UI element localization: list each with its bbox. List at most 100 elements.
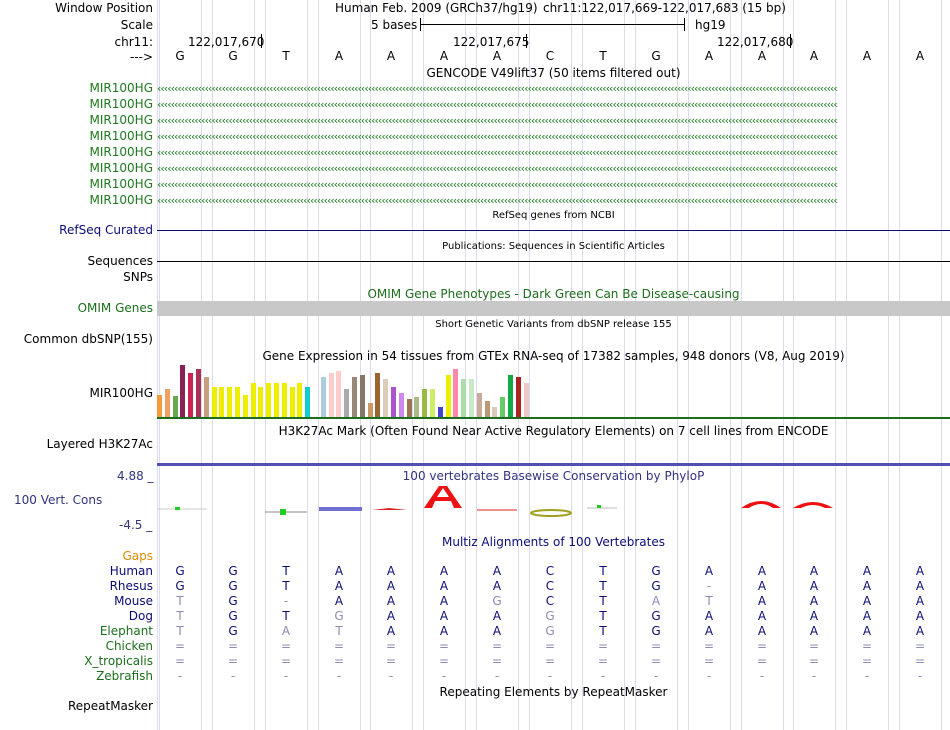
- repeatmasker-track-title[interactable]: Repeating Elements by RepeatMasker: [439, 685, 668, 699]
- gtex-tissue-bar[interactable]: [515, 377, 521, 417]
- gtex-tissue-bar[interactable]: [305, 387, 311, 417]
- gtex-tissue-bar[interactable]: [430, 389, 435, 417]
- gtex-tissue-bar[interactable]: [320, 377, 326, 417]
- gtex-tissue-bar[interactable]: [274, 383, 279, 417]
- gencode-transcript-arrows[interactable]: ‹‹‹‹‹‹‹‹‹‹‹‹‹‹‹‹‹‹‹‹‹‹‹‹‹‹‹‹‹‹‹‹‹‹‹‹‹‹‹‹…: [157, 116, 838, 126]
- multiz-base: A: [915, 624, 925, 638]
- gtex-tissue-bar[interactable]: [367, 403, 373, 417]
- gtex-tissue-bar[interactable]: [227, 387, 233, 417]
- gtex-tissue-bar[interactable]: [235, 387, 240, 417]
- phylop-track-label[interactable]: 100 Vert. Cons: [14, 493, 103, 507]
- gtex-tissue-bar[interactable]: [328, 373, 334, 417]
- gtex-tissue-bar[interactable]: [266, 383, 272, 417]
- multiz-species-label[interactable]: Zebrafish: [96, 669, 153, 683]
- gtex-tissue-bar[interactable]: [414, 397, 420, 417]
- h3k27ac-track-label[interactable]: Layered H3K27Ac: [46, 437, 153, 451]
- gencode-transcript-arrows[interactable]: ‹‹‹‹‹‹‹‹‹‹‹‹‹‹‹‹‹‹‹‹‹‹‹‹‹‹‹‹‹‹‹‹‹‹‹‹‹‹‹‹…: [157, 180, 838, 190]
- gencode-transcript-arrows[interactable]: ‹‹‹‹‹‹‹‹‹‹‹‹‹‹‹‹‹‹‹‹‹‹‹‹‹‹‹‹‹‹‹‹‹‹‹‹‹‹‹‹…: [157, 196, 838, 206]
- publications-track-label[interactable]: Sequences: [87, 254, 153, 268]
- phylop-logo[interactable]: [157, 482, 950, 522]
- gtex-tissue-bar[interactable]: [242, 395, 248, 417]
- omim-track-label[interactable]: OMIM Genes: [77, 301, 153, 315]
- gtex-tissue-bar[interactable]: [281, 383, 287, 417]
- gtex-tissue-bar[interactable]: [492, 407, 498, 417]
- refseq-track-title[interactable]: RefSeq genes from NCBI: [492, 210, 615, 221]
- multiz-species-label[interactable]: Human: [109, 564, 153, 578]
- gtex-tissue-bar[interactable]: [445, 375, 451, 417]
- gtex-tissue-bar[interactable]: [203, 377, 209, 417]
- gtex-tissue-bar[interactable]: [391, 387, 396, 417]
- phylop-track-title[interactable]: 100 vertebrates Basewise Conservation by…: [402, 469, 705, 483]
- gtex-tissue-bar[interactable]: [258, 387, 264, 417]
- refseq-track-label[interactable]: RefSeq Curated: [59, 223, 153, 237]
- gencode-transcript-label[interactable]: MIR100HG: [89, 129, 153, 143]
- gencode-transcript-label[interactable]: MIR100HG: [89, 81, 153, 95]
- multiz-base: =: [174, 639, 186, 653]
- gencode-transcript-arrows[interactable]: ‹‹‹‹‹‹‹‹‹‹‹‹‹‹‹‹‹‹‹‹‹‹‹‹‹‹‹‹‹‹‹‹‹‹‹‹‹‹‹‹…: [157, 164, 838, 174]
- omim-track-title[interactable]: OMIM Gene Phenotypes - Dark Green Can Be…: [367, 287, 740, 301]
- gtex-tissue-bar[interactable]: [180, 365, 186, 417]
- strand-arrow-label[interactable]: --->: [129, 50, 153, 64]
- h3k27ac-track-title[interactable]: H3K27Ac Mark (Often Found Near Active Re…: [278, 424, 829, 438]
- gencode-transcript-label[interactable]: MIR100HG: [89, 113, 153, 127]
- gencode-track-title[interactable]: GENCODE V49lift37 (50 items filtered out…: [426, 66, 681, 80]
- gtex-tissue-bar[interactable]: [422, 389, 428, 417]
- multiz-species-label[interactable]: Mouse: [114, 594, 153, 608]
- gtex-tissue-bar[interactable]: [469, 379, 474, 417]
- gtex-tissue-bar[interactable]: [336, 371, 342, 417]
- repeatmasker-track-label[interactable]: RepeatMasker: [67, 699, 153, 713]
- multiz-species-label[interactable]: Dog: [128, 609, 153, 623]
- multiz-species-label[interactable]: Elephant: [99, 624, 153, 638]
- gtex-tissue-bar[interactable]: [250, 383, 256, 417]
- gencode-transcript-label[interactable]: MIR100HG: [89, 145, 153, 159]
- gencode-transcript-label[interactable]: MIR100HG: [89, 161, 153, 175]
- gtex-tissue-bar[interactable]: [172, 396, 178, 417]
- dbsnp-track-title[interactable]: Short Genetic Variants from dbSNP releas…: [435, 319, 672, 330]
- snps-label[interactable]: SNPs: [123, 270, 153, 284]
- gtex-tissue-bar[interactable]: [437, 407, 443, 417]
- gencode-transcript-label[interactable]: MIR100HG: [89, 97, 153, 111]
- gtex-tissue-bar[interactable]: [500, 397, 506, 417]
- gtex-tissue-bar[interactable]: [219, 387, 225, 417]
- gencode-transcript-label[interactable]: MIR100HG: [89, 177, 153, 191]
- gtex-tissue-bar[interactable]: [398, 393, 404, 417]
- dbsnp-track-label[interactable]: Common dbSNP(155): [23, 332, 153, 346]
- refseq-gene-line[interactable]: [157, 230, 950, 231]
- gtex-tissue-bar[interactable]: [383, 379, 389, 417]
- gtex-tissue-bar[interactable]: [476, 393, 482, 417]
- gtex-tissue-bar[interactable]: [188, 373, 194, 417]
- gtex-tissue-bar[interactable]: [164, 389, 170, 417]
- gencode-transcript-arrows[interactable]: ‹‹‹‹‹‹‹‹‹‹‹‹‹‹‹‹‹‹‹‹‹‹‹‹‹‹‹‹‹‹‹‹‹‹‹‹‹‹‹‹…: [157, 148, 838, 158]
- gtex-tissue-bar[interactable]: [375, 373, 381, 417]
- multiz-track-title[interactable]: Multiz Alignments of 100 Vertebrates: [441, 535, 666, 549]
- multiz-base: G: [492, 594, 502, 608]
- gtex-tissue-bar[interactable]: [359, 375, 365, 417]
- multiz-species-label[interactable]: X_tropicalis: [84, 654, 153, 668]
- gtex-tissue-bar[interactable]: [453, 369, 459, 417]
- gencode-transcript-arrows[interactable]: ‹‹‹‹‹‹‹‹‹‹‹‹‹‹‹‹‹‹‹‹‹‹‹‹‹‹‹‹‹‹‹‹‹‹‹‹‹‹‹‹…: [157, 84, 838, 94]
- gtex-tissue-bar[interactable]: [484, 401, 490, 417]
- gtex-gene-label[interactable]: MIR100HG: [89, 386, 153, 400]
- gtex-tissue-bar[interactable]: [352, 377, 357, 417]
- gencode-transcript-arrows[interactable]: ‹‹‹‹‹‹‹‹‹‹‹‹‹‹‹‹‹‹‹‹‹‹‹‹‹‹‹‹‹‹‹‹‹‹‹‹‹‹‹‹…: [157, 100, 838, 110]
- publications-line[interactable]: [157, 261, 950, 262]
- gencode-transcript-arrows[interactable]: ‹‹‹‹‹‹‹‹‹‹‹‹‹‹‹‹‹‹‹‹‹‹‹‹‹‹‹‹‹‹‹‹‹‹‹‹‹‹‹‹…: [157, 132, 838, 142]
- gtex-tissue-bar[interactable]: [196, 369, 201, 417]
- gtex-tissue-bar[interactable]: [461, 379, 467, 417]
- gtex-tissue-bar[interactable]: [344, 389, 350, 417]
- gtex-track-title[interactable]: Gene Expression in 54 tissues from GTEx …: [262, 349, 845, 363]
- omim-highlight-bar[interactable]: [157, 301, 950, 316]
- gtex-tissue-bar[interactable]: [508, 375, 513, 417]
- gtex-tissue-bar[interactable]: [297, 383, 303, 417]
- gtex-tissue-bar[interactable]: [289, 387, 295, 417]
- gtex-tissue-bar[interactable]: [523, 383, 529, 417]
- gtex-tissue-bar[interactable]: [406, 399, 412, 417]
- multiz-species-label[interactable]: Chicken: [105, 639, 153, 653]
- gencode-transcript-label[interactable]: MIR100HG: [89, 193, 153, 207]
- h3k27ac-signal-band[interactable]: [157, 463, 950, 466]
- publications-track-title[interactable]: Publications: Sequences in Scientific Ar…: [442, 241, 665, 252]
- gtex-tissue-bar[interactable]: [157, 395, 162, 417]
- gaps-label[interactable]: Gaps: [122, 549, 153, 563]
- multiz-species-label[interactable]: Rhesus: [109, 579, 153, 593]
- gtex-tissue-bar[interactable]: [211, 387, 217, 417]
